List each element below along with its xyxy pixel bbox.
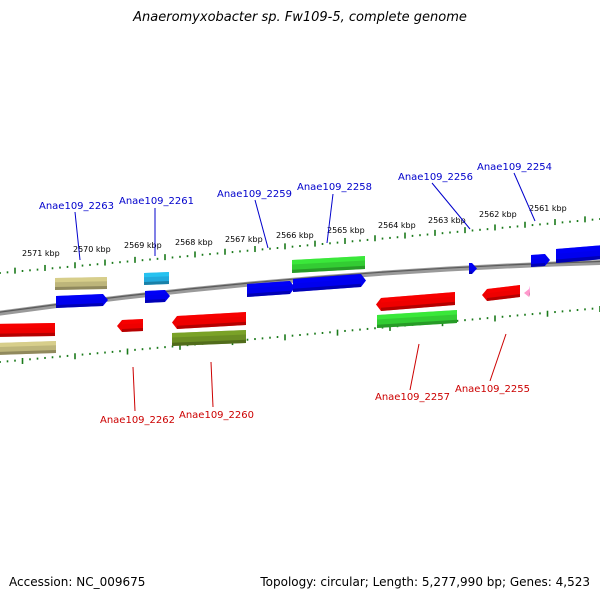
gene-shadow (377, 319, 457, 328)
gene-2262 (117, 319, 143, 332)
leader-line-top (254, 199, 269, 249)
gene-shadow (381, 301, 455, 311)
kbp-scale-labels: 2571 kbp 2570 kbp 2569 kbp 2568 kbp 2567 kbp… (22, 204, 567, 258)
leader-line-bottom (489, 333, 507, 382)
outer-tick-track (0, 216, 600, 274)
inner-tick-track (0, 306, 600, 364)
gene-red-left (0, 323, 55, 337)
gene-shadow (0, 350, 56, 355)
gene-khaki-left (0, 341, 56, 355)
gene-shadow (247, 290, 290, 297)
leader-line-top (513, 172, 536, 222)
gene-2255 (482, 285, 520, 301)
gene-highlight (292, 256, 365, 265)
gene-shadow (122, 328, 143, 332)
gene-highlight (172, 330, 246, 338)
gene-shadow (0, 332, 55, 337)
gene-2260 (172, 330, 246, 346)
kbp-label: 2567 kbp (225, 235, 263, 244)
gene-2261 (145, 290, 170, 303)
gene-highlight (531, 254, 545, 260)
gene-shadow (292, 265, 365, 273)
gene-body (524, 286, 530, 297)
gene-highlight (487, 285, 520, 294)
gene-label-anae109-2255[interactable]: Anae109_2255 (455, 384, 530, 395)
gene-highlight (145, 290, 165, 296)
gene-shadow (293, 283, 361, 292)
gene-label-anae109-2258[interactable]: Anae109_2258 (297, 182, 372, 193)
kbp-label: 2565 kbp (327, 226, 365, 235)
kbp-label: 2561 kbp (529, 204, 567, 213)
gene-2258-green (292, 256, 365, 273)
accession-text: Accession: NC_009675 (9, 575, 146, 589)
gene-highlight (381, 292, 455, 303)
topology-text: Topology: circular; Length: 5,277,990 bp… (260, 575, 590, 589)
kbp-label: 2562 kbp (479, 210, 517, 219)
leader-line-top (326, 193, 334, 244)
gene-shadow (531, 263, 545, 267)
map-title: Anaeromyxobacter sp. Fw109-5, complete g… (133, 10, 467, 25)
gene-highlight (529, 286, 530, 292)
gene-label-anae109-2261[interactable]: Anae109_2261 (119, 196, 194, 207)
gene-shadow (145, 299, 165, 303)
gene-highlight (377, 310, 457, 320)
gene-label-anae109-2259[interactable]: Anae109_2259 (217, 189, 292, 200)
kbp-label: 2563 kbp (428, 216, 466, 225)
gene-label-anae109-2256[interactable]: Anae109_2256 (398, 172, 473, 183)
gene-2257 (377, 310, 457, 328)
gene-label-anae109-2262[interactable]: Anae109_2262 (100, 415, 175, 426)
leader-line-bottom (132, 366, 136, 412)
gene-highlight (56, 294, 103, 301)
gene-highlight (469, 263, 472, 267)
kbp-label: 2568 kbp (175, 238, 213, 247)
gene-label-anae109-2263[interactable]: Anae109_2263 (39, 201, 114, 212)
gene-highlight (293, 274, 361, 284)
gene-2254b (556, 245, 600, 263)
gene-2260-red (172, 312, 246, 329)
gene-2259 (247, 281, 295, 297)
kbp-label: 2570 kbp (73, 245, 111, 254)
gene-pink (524, 286, 530, 297)
leader-line-bottom (210, 361, 214, 408)
leader-line-top (431, 182, 471, 230)
kbp-label: 2571 kbp (22, 249, 60, 258)
gene-shadow (55, 286, 107, 290)
leader-line-bottom (409, 343, 420, 391)
gene-highlight (177, 312, 246, 321)
label-leader-lines (74, 172, 536, 412)
gene-shadow (469, 271, 472, 274)
gene-2258 (293, 274, 366, 292)
gene-2263-khaki (55, 277, 107, 290)
gene-highlight (122, 319, 143, 325)
gene-shadow (172, 339, 246, 346)
gene-2254a (531, 254, 550, 267)
gene-label-anae109-2257[interactable]: Anae109_2257 (375, 392, 450, 403)
gene-2256 (469, 263, 477, 274)
gene-highlight (55, 277, 107, 283)
gene-highlight (0, 323, 55, 329)
gene-2257-red (376, 292, 455, 311)
gene-label-anae109-2254[interactable]: Anae109_2254 (477, 162, 552, 173)
gene-highlight (556, 245, 600, 254)
gene-shadow (529, 292, 530, 297)
gene-shadow (144, 281, 169, 285)
kbp-label: 2569 kbp (124, 241, 162, 250)
leader-line-top (74, 211, 81, 261)
gene-highlight (0, 341, 56, 348)
gene-shadow (177, 321, 246, 329)
gene-highlight (144, 272, 169, 278)
gene-shadow (487, 294, 520, 301)
gene-shadow (556, 255, 600, 263)
kbp-label: 2566 kbp (276, 231, 314, 240)
gene-2261-cyan (144, 272, 169, 285)
gene-label-anae109-2260[interactable]: Anae109_2260 (179, 410, 254, 421)
gene-highlight (247, 281, 290, 289)
kbp-label: 2564 kbp (378, 221, 416, 230)
gene-shadow (56, 303, 103, 308)
gene-features (0, 245, 600, 355)
gene-2263 (56, 294, 108, 308)
